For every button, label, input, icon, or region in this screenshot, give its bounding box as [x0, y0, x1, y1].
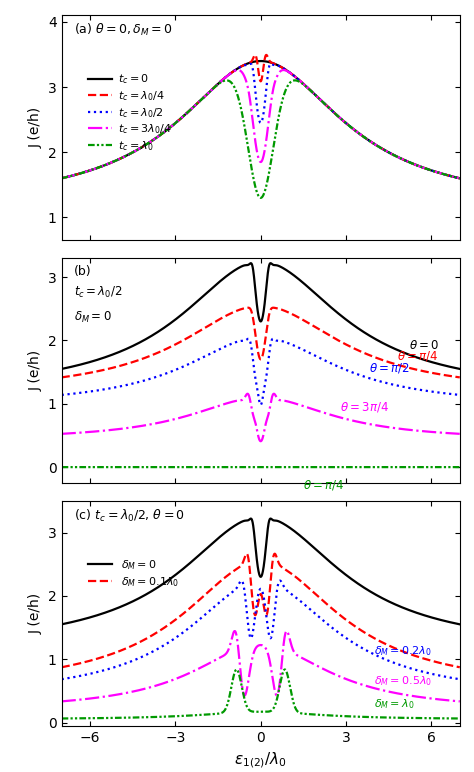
- $t_c=0$: [406, 157, 412, 167]
- Text: $\theta=\pi/2$: $\theta=\pi/2$: [369, 361, 410, 375]
- $t_c=\lambda_0$: [292, 76, 298, 85]
- Text: $\delta_M=0.2\lambda_0$: $\delta_M=0.2\lambda_0$: [374, 645, 432, 659]
- $t_c=3\lambda_0/4$: [211, 83, 217, 92]
- $t_c=3\lambda_0/4$: [104, 160, 110, 169]
- $t_c=\lambda_0/2$: [128, 149, 134, 158]
- $t_c=0$: [258, 56, 264, 66]
- $t_c=\lambda_0/4$: [449, 172, 455, 181]
- Text: $\theta=\pi/4$: $\theta=\pi/4$: [397, 349, 439, 363]
- Text: (b): (b): [73, 265, 91, 278]
- $t_c=\lambda_0/2$: [449, 172, 455, 181]
- $t_c=3\lambda_0/4$: [128, 149, 134, 158]
- $t_c=0$: [128, 149, 134, 158]
- Text: $\theta=\pi/4$: $\theta=\pi/4$: [303, 478, 345, 492]
- $t_c=\lambda_0$: [449, 172, 455, 181]
- $t_c=\lambda_0/2$: [104, 160, 110, 169]
- Text: $\theta=3\pi/4$: $\theta=3\pi/4$: [340, 401, 389, 415]
- $t_c=3\lambda_0/4$: [457, 174, 463, 183]
- $t_c=\lambda_0/4$: [229, 68, 235, 77]
- $t_c=\lambda_0$: [104, 160, 110, 169]
- Text: (c) $t_c=\lambda_0/2$, $\theta=0$: (c) $t_c=\lambda_0/2$, $\theta=0$: [73, 508, 184, 523]
- $t_c=\lambda_0/2$: [406, 157, 412, 167]
- $t_c=\lambda_0$: [407, 157, 412, 167]
- $t_c=0$: [229, 68, 235, 77]
- $t_c=\lambda_0/4$: [211, 83, 217, 92]
- $t_c=\lambda_0$: [229, 78, 235, 87]
- $t_c=\lambda_0/4$: [406, 157, 412, 167]
- $t_c=\lambda_0$: [457, 174, 463, 183]
- $t_c=\lambda_0/2$: [229, 68, 235, 77]
- Line: $t_c=3\lambda_0/4$: $t_c=3\lambda_0/4$: [62, 70, 460, 178]
- $t_c=\lambda_0/2$: [248, 59, 254, 69]
- Text: (a) $\theta=0,\delta_M=0$: (a) $\theta=0,\delta_M=0$: [73, 22, 173, 39]
- Line: $t_c=\lambda_0$: $t_c=\lambda_0$: [62, 80, 460, 198]
- X-axis label: $\varepsilon_{1(2)}/\lambda_0$: $\varepsilon_{1(2)}/\lambda_0$: [234, 750, 287, 770]
- $t_c=3\lambda_0/4$: [59, 174, 64, 183]
- $t_c=\lambda_0/4$: [104, 160, 110, 169]
- Text: $t_c=\lambda_0/2$: $t_c=\lambda_0/2$: [73, 285, 122, 300]
- Text: $\delta_M=0.5\lambda_0$: $\delta_M=0.5\lambda_0$: [374, 674, 433, 688]
- $t_c=3\lambda_0/4$: [406, 157, 412, 167]
- $t_c=3\lambda_0/4$: [449, 172, 455, 181]
- Text: $\delta_M=\lambda_0$: $\delta_M=\lambda_0$: [374, 698, 415, 712]
- $t_c=\lambda_0$: [59, 174, 64, 183]
- $t_c=\lambda_0/4$: [457, 174, 463, 183]
- $t_c=\lambda_0$: [128, 149, 134, 158]
- $t_c=0$: [104, 160, 110, 169]
- $t_c=\lambda_0/2$: [211, 83, 217, 92]
- $t_c=\lambda_0$: [258, 193, 264, 202]
- $t_c=\lambda_0$: [211, 83, 217, 92]
- Line: $t_c=\lambda_0/4$: $t_c=\lambda_0/4$: [62, 55, 460, 178]
- Legend: $\delta_M=0$, $\delta_M=0.1\lambda_0$: $\delta_M=0$, $\delta_M=0.1\lambda_0$: [83, 554, 183, 594]
- Legend: $t_c=0$, $t_c=\lambda_0/4$, $t_c=\lambda_0/2$, $t_c=3\lambda_0/4$, $t_c=\lambda_: $t_c=0$, $t_c=\lambda_0/4$, $t_c=\lambda…: [83, 68, 176, 157]
- $t_c=\lambda_0/4$: [252, 50, 258, 59]
- $t_c=3\lambda_0/4$: [281, 66, 286, 75]
- $t_c=\lambda_0/4$: [59, 174, 64, 183]
- Y-axis label: J (e/h): J (e/h): [28, 350, 42, 391]
- Y-axis label: J (e/h): J (e/h): [28, 593, 42, 634]
- $t_c=\lambda_0/2$: [457, 174, 463, 183]
- $t_c=0$: [211, 83, 217, 92]
- Y-axis label: J (e/h): J (e/h): [28, 107, 42, 148]
- $t_c=0$: [59, 174, 64, 183]
- Line: $t_c=\lambda_0/2$: $t_c=\lambda_0/2$: [62, 64, 460, 178]
- Text: $\delta_M=0$: $\delta_M=0$: [73, 310, 111, 325]
- Text: $\theta=0$: $\theta=0$: [409, 340, 439, 353]
- $t_c=\lambda_0/4$: [128, 149, 134, 158]
- $t_c=0$: [449, 172, 455, 181]
- $t_c=\lambda_0/2$: [59, 174, 64, 183]
- $t_c=0$: [457, 174, 463, 183]
- $t_c=3\lambda_0/4$: [229, 68, 235, 77]
- Line: $t_c=0$: $t_c=0$: [62, 61, 460, 178]
